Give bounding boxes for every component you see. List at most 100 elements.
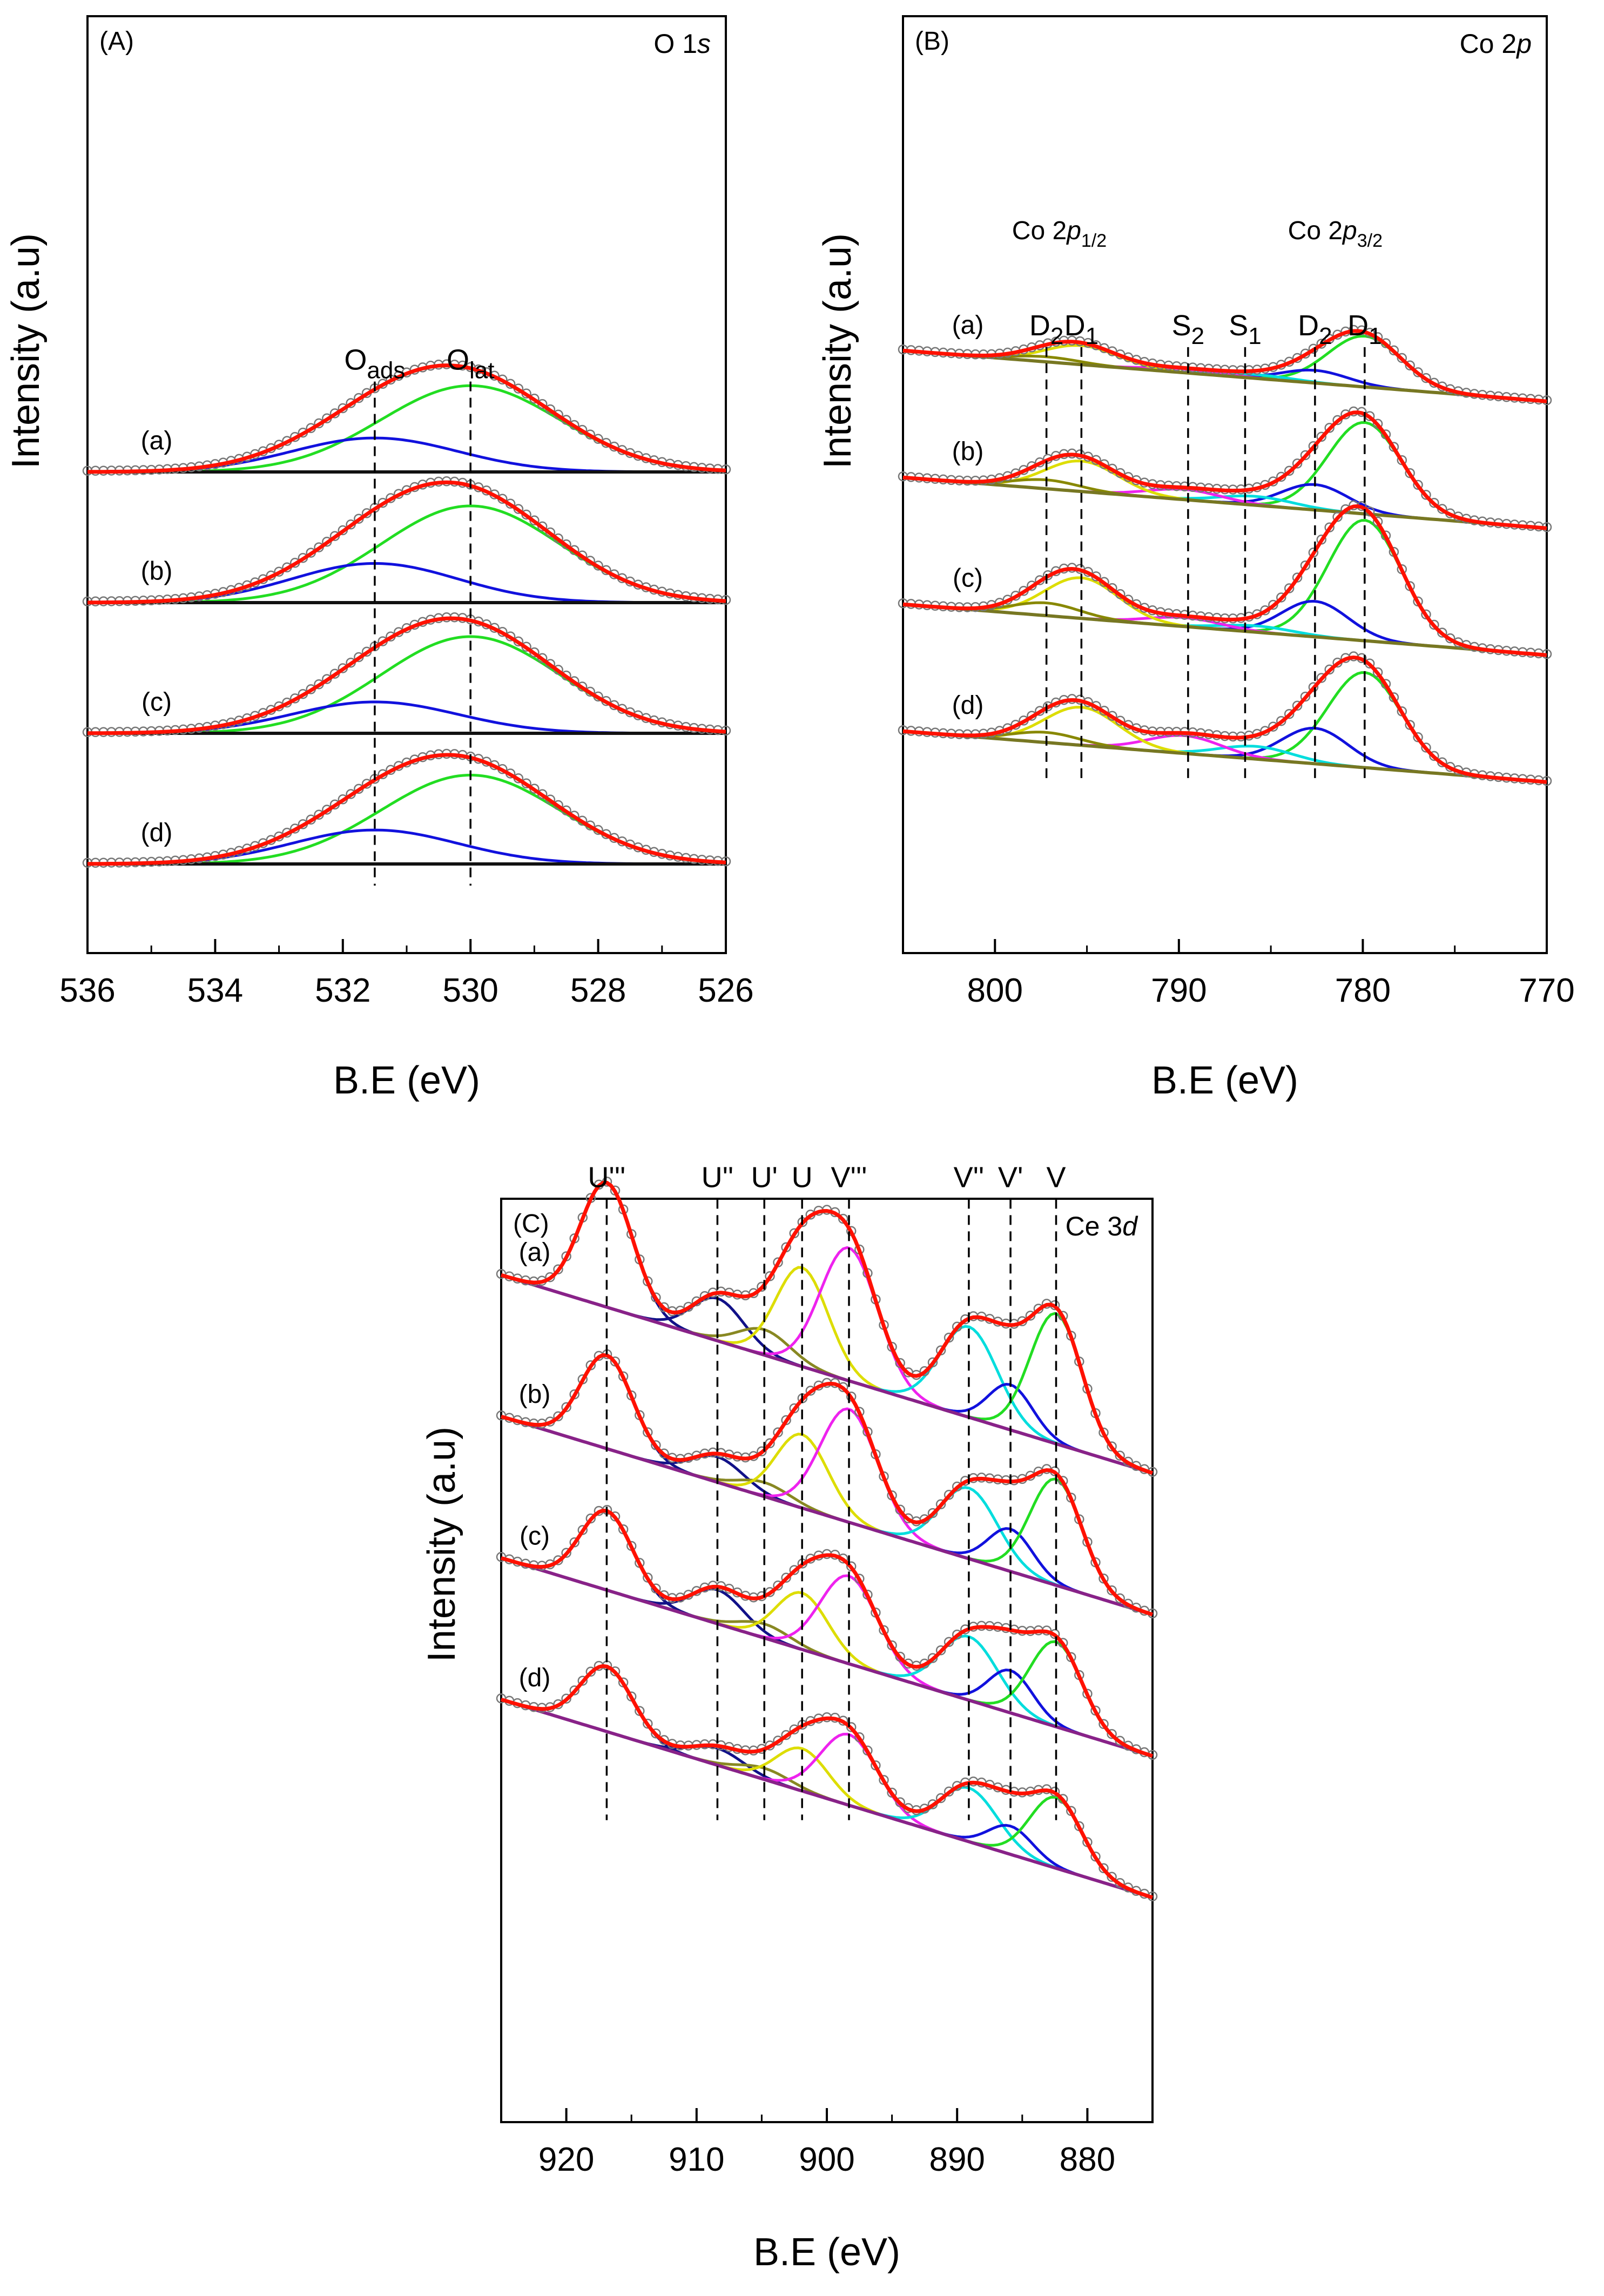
group-label-italic: p	[1342, 217, 1357, 245]
panel-title-main: Ce 3	[1066, 1211, 1123, 1241]
fit-envelope	[87, 363, 726, 474]
data-point	[935, 1499, 946, 1510]
data-point	[1107, 1872, 1117, 1882]
x-tick-label: 890	[929, 2141, 985, 2178]
group-label-base: Co 2	[1288, 217, 1343, 245]
data-point	[846, 1561, 857, 1572]
sample-label: (a)	[952, 311, 984, 340]
spectrum-1	[496, 1177, 1158, 1477]
peak-label-base: U	[792, 1161, 813, 1193]
data-point	[561, 1402, 571, 1413]
data-point	[1107, 1728, 1117, 1739]
data-point	[1413, 732, 1423, 742]
data-point	[1268, 599, 1278, 610]
peak-label: S2	[1172, 309, 1205, 349]
data-point	[1332, 512, 1343, 522]
peak-label: U'''	[588, 1161, 625, 1193]
data-point	[1429, 619, 1439, 630]
x-tick-label: 770	[1519, 972, 1574, 1009]
sample-label: (b)	[952, 437, 984, 466]
spectrum-4	[496, 1660, 1158, 1902]
data-point	[765, 1438, 775, 1449]
data-point	[943, 1490, 954, 1500]
x-tick-label: 900	[799, 2141, 854, 2178]
group-label-italic: p	[1066, 217, 1081, 245]
sample-label: (d)	[519, 1664, 551, 1692]
peak-label: U'	[751, 1161, 778, 1193]
data-point	[1292, 700, 1303, 711]
background-line	[501, 1698, 1153, 1899]
peak-label-base: D	[1347, 309, 1369, 342]
fit-envelope	[501, 1664, 1154, 1900]
spectrum-2	[898, 406, 1552, 532]
spectrum-2	[82, 476, 731, 607]
data-point	[659, 1302, 669, 1313]
fit-envelope	[902, 655, 1547, 784]
peak-label: D2	[1298, 309, 1332, 349]
peak-label-base: O	[344, 344, 367, 376]
data-point	[935, 1793, 946, 1804]
data-point	[887, 1787, 897, 1798]
data-point	[659, 1448, 669, 1459]
data-point	[1098, 1863, 1109, 1874]
panel-title: Ce 3d	[1066, 1211, 1139, 1241]
x-tick-label: 780	[1335, 972, 1391, 1009]
data-point	[1389, 345, 1399, 356]
panel-label: (B)	[915, 27, 949, 56]
background-line	[902, 603, 1547, 657]
x-axis-title: B.E (eV)	[1151, 1059, 1298, 1102]
data-point	[1308, 682, 1319, 692]
peak-label: V	[1046, 1161, 1066, 1193]
panel-c-ce3d: 920 910 900 890 880 B.E (eV) Intensity (a.u) (C…	[420, 1161, 1158, 2274]
panel-a-o1s: 536 534 532 530 528 526 B.E (eV) Intensity (a.u…	[4, 15, 754, 1102]
fit-envelope	[902, 504, 1547, 657]
peak-label: V'	[998, 1161, 1023, 1193]
data-point	[919, 1366, 930, 1376]
data-point	[1324, 664, 1335, 675]
data-point	[643, 1718, 653, 1729]
x-tick-label: 880	[1060, 2141, 1115, 2178]
data-point	[895, 1797, 905, 1807]
group-label: Co 2p3/2	[1288, 217, 1383, 251]
peak-label: V''	[954, 1161, 985, 1193]
background-line	[501, 1415, 1153, 1616]
sample-label: (c)	[141, 688, 172, 717]
fit-envelope	[902, 329, 1547, 403]
data-point	[1316, 673, 1327, 683]
data-point	[838, 1213, 848, 1224]
x-axis-title: B.E (eV)	[753, 2231, 900, 2274]
data-point	[1429, 497, 1439, 508]
plot-frame	[902, 15, 1548, 954]
data-point	[1098, 1719, 1109, 1730]
panel-title-italic: d	[1122, 1211, 1138, 1241]
x-tick-label: 534	[187, 972, 243, 1009]
data-point	[1107, 1585, 1117, 1596]
peak-label: D1	[1347, 309, 1381, 349]
peak-label-sub: 2	[1050, 323, 1063, 349]
data-point	[846, 1722, 857, 1732]
fit-envelope	[87, 480, 726, 605]
peak-label-base: U'''	[588, 1161, 625, 1193]
peak-label: D2	[1029, 309, 1063, 349]
data-point	[1372, 418, 1383, 429]
background-line	[902, 730, 1547, 784]
data-point	[1429, 751, 1439, 761]
background-line	[902, 349, 1547, 403]
data-point	[773, 1581, 783, 1591]
sample-label: (c)	[953, 564, 983, 593]
data-point	[943, 1637, 954, 1647]
data-point	[1057, 1794, 1068, 1804]
background-line	[902, 476, 1547, 530]
data-point	[927, 1357, 938, 1368]
data-point	[1421, 609, 1431, 620]
peak-label: Oads	[344, 344, 405, 384]
data-point	[1324, 423, 1335, 433]
group-label-sub: 1/2	[1081, 231, 1107, 251]
data-point	[757, 1281, 767, 1292]
peak-label-sub: 2	[1319, 323, 1332, 349]
data-point	[1276, 715, 1286, 726]
peak-label-base: S	[1172, 309, 1191, 342]
spectrum-2	[496, 1349, 1158, 1619]
background-line	[501, 1273, 1153, 1475]
data-point	[1421, 490, 1431, 500]
